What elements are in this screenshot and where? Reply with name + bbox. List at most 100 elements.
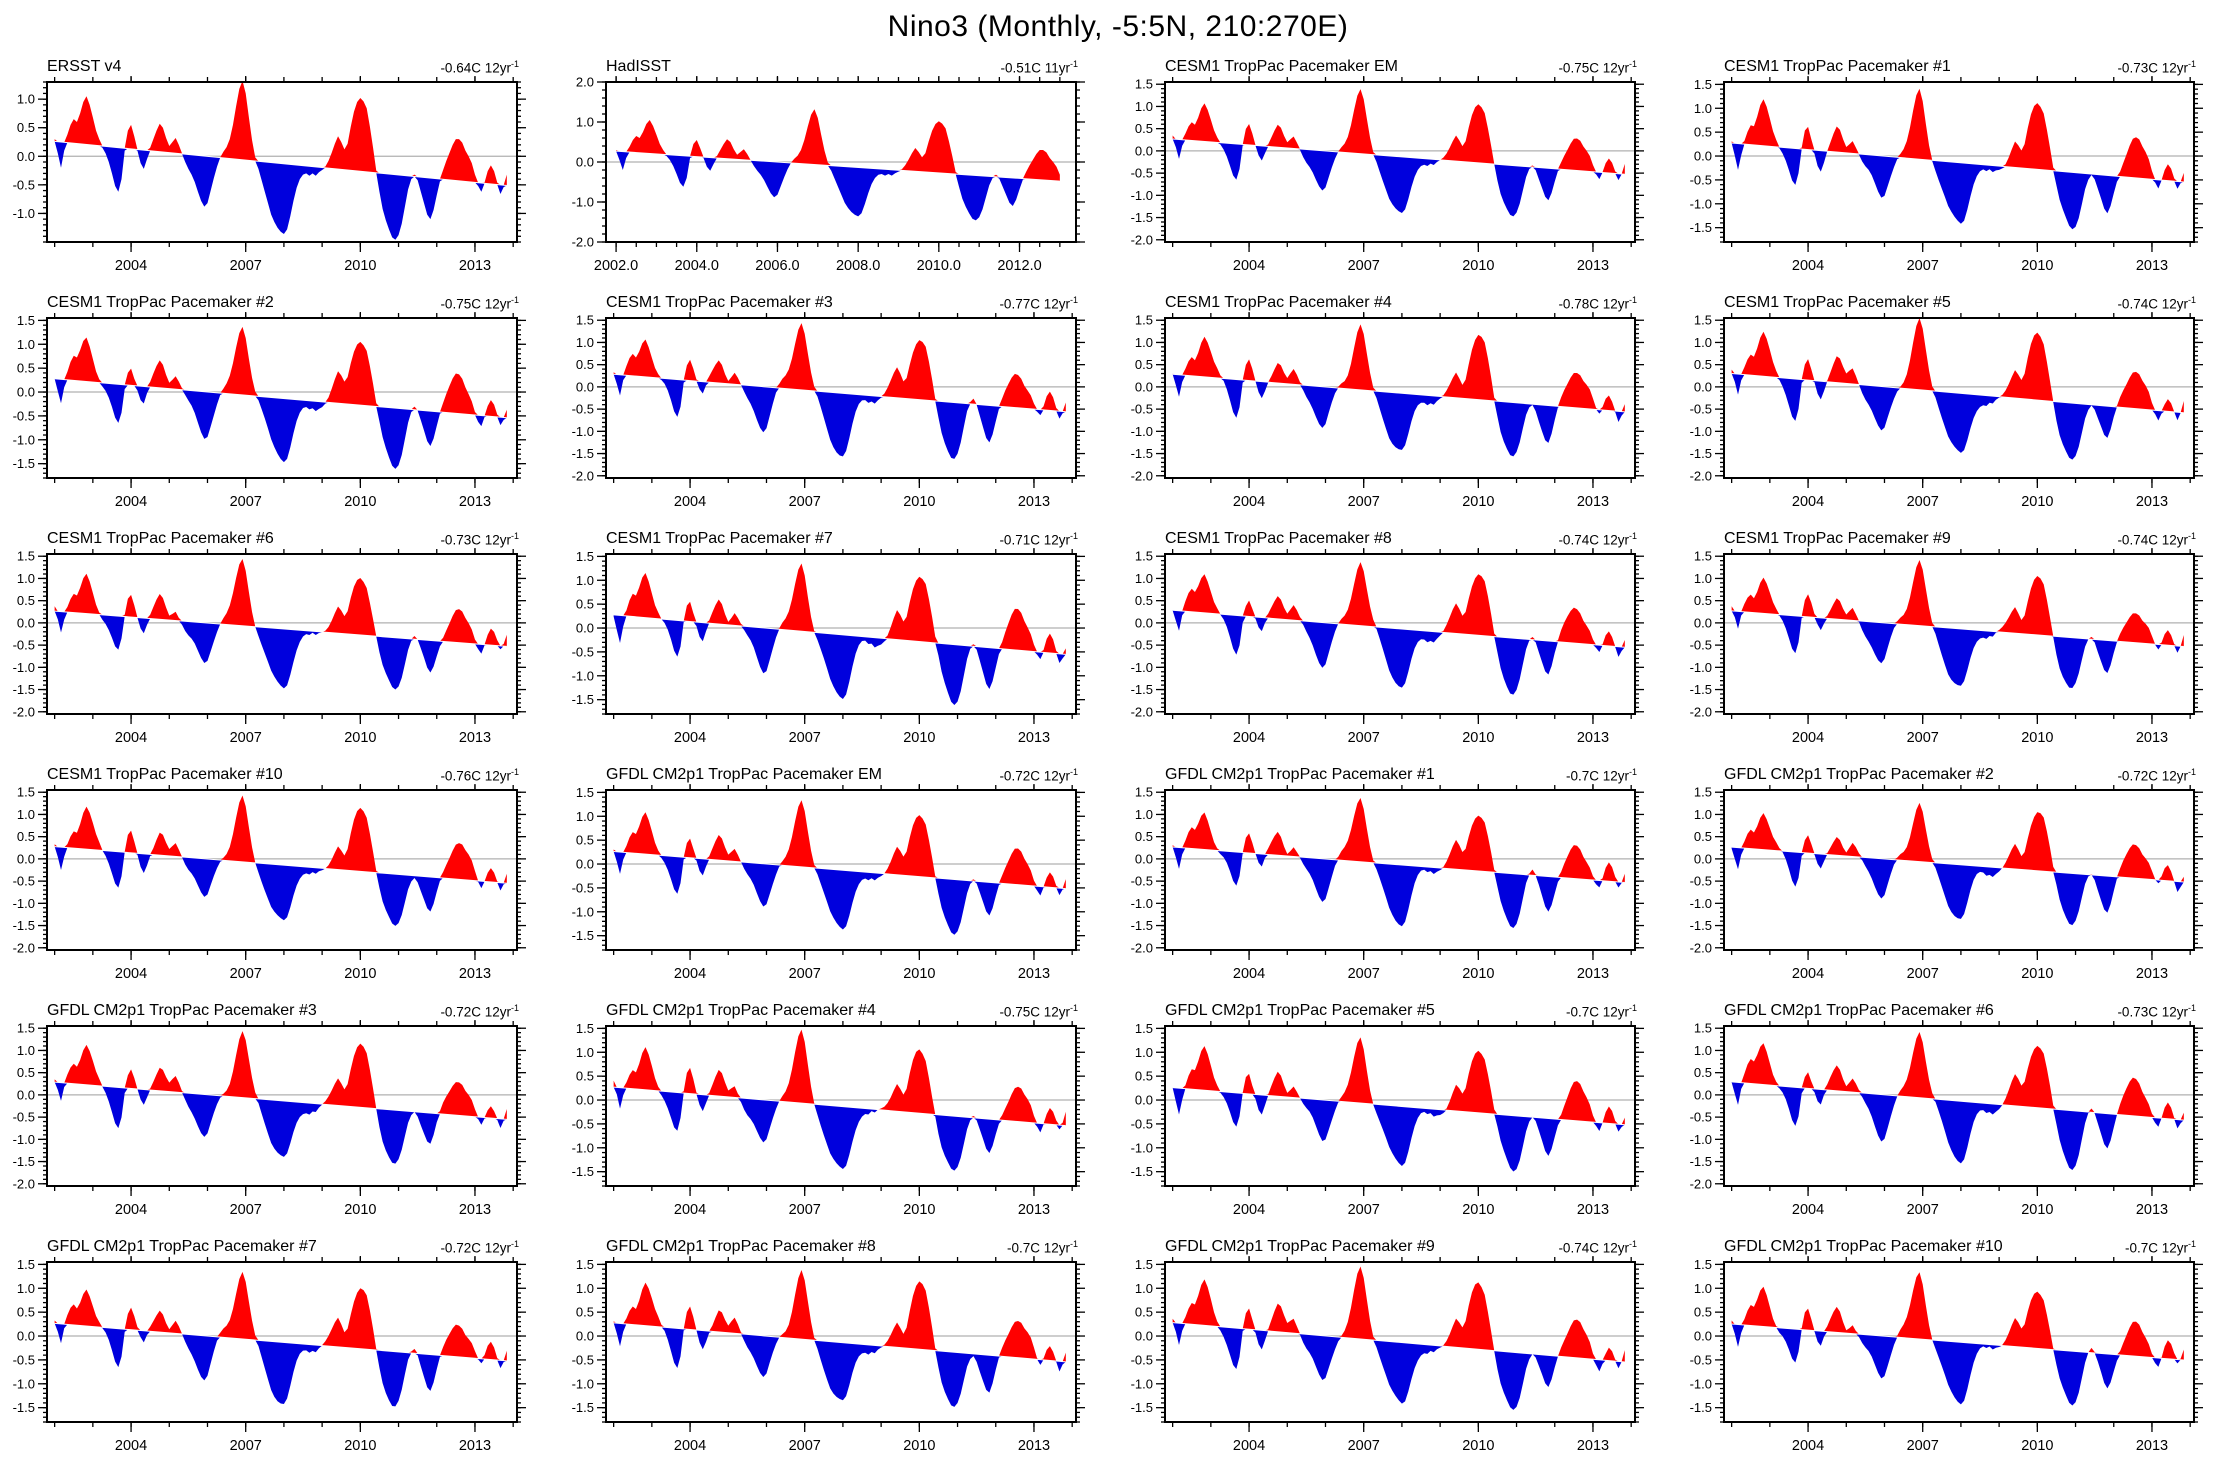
- y-tick-label: 1.5: [576, 1257, 594, 1272]
- panel-trend-label: -0.75C 12yr-1: [440, 295, 519, 313]
- y-tick-label: -2.0: [1690, 704, 1712, 719]
- trend-line: [1172, 846, 1625, 883]
- panel-trend-exponent: -1: [2187, 1238, 2196, 1249]
- x-tick-label: 2007: [789, 966, 821, 982]
- x-tick-label: 2013: [2136, 258, 2168, 274]
- y-tick-label: 0.0: [1135, 851, 1153, 866]
- trend-line: [54, 1081, 507, 1120]
- panel-header: GFDL CM2p1 TropPac Pacemaker #8 -0.7C 12…: [559, 1232, 1118, 1256]
- panel-plot: 1.5 1.0 0.5 0.0 -0.5 -1.0 -1.5 2004 2007 2010 2013: [13, 1256, 526, 1454]
- y-tick-label: 0.5: [576, 597, 594, 612]
- x-tick-label: 2010: [903, 1202, 935, 1218]
- y-tick-label: 1.0: [17, 571, 35, 586]
- y-tick-label: 1.5: [1135, 1021, 1153, 1036]
- panel-header: CESM1 TropPac Pacemaker #4 -0.78C 12yr-1: [1118, 288, 1677, 312]
- x-tick-label: 2004: [1233, 258, 1265, 274]
- y-tick-label: -1.0: [13, 1376, 35, 1391]
- panel-trend-label: -0.72C 12yr-1: [2117, 767, 2196, 785]
- x-tick-label: 2007: [789, 730, 821, 746]
- y-tick-label: 0.0: [576, 1093, 594, 1108]
- panel-trend-value: -0.51C 11yr: [1000, 60, 1070, 75]
- area-negative-anomaly: [1172, 1322, 1625, 1410]
- chart-panel: CESM1 TropPac Pacemaker #1 -0.73C 12yr-1…: [1677, 52, 2236, 288]
- y-tick-label: 1.0: [576, 573, 594, 588]
- area-positive-anomaly: [1172, 798, 1625, 883]
- y-tick-label: 1.0: [1135, 1281, 1153, 1296]
- y-tick-label: 1.0: [576, 1045, 594, 1060]
- trend-line: [1172, 609, 1625, 648]
- area-positive-anomaly: [1731, 1031, 2184, 1121]
- y-tick-label: -1.0: [572, 195, 594, 210]
- area-positive-anomaly: [1172, 89, 1625, 175]
- y-tick-label: 1.0: [17, 1281, 35, 1296]
- y-tick-label: -1.5: [1690, 1154, 1712, 1169]
- x-tick-label: 2013: [459, 730, 491, 746]
- x-tick-label: 2007: [1348, 1438, 1380, 1454]
- x-tick-label: 2010: [344, 730, 376, 746]
- area-positive-anomaly: [1172, 324, 1625, 412]
- panel-trend-exponent: -1: [510, 766, 519, 777]
- area-positive-anomaly: [54, 1031, 507, 1120]
- y-tick-label: -1.5: [572, 692, 594, 707]
- x-tick-label: 2004: [1792, 258, 1824, 274]
- x-tick-label: 2010: [2021, 1438, 2053, 1454]
- plot-frame: [1164, 553, 1636, 715]
- panel-trend-value: -0.72C 12yr: [440, 1004, 511, 1019]
- y-tick-label: -2.0: [1131, 704, 1153, 719]
- panel-header: CESM1 TropPac Pacemaker #2 -0.75C 12yr-1: [0, 288, 559, 312]
- panel-header: GFDL CM2p1 TropPac Pacemaker #7 -0.72C 1…: [0, 1232, 559, 1256]
- y-tick-label: 1.0: [1694, 1281, 1712, 1296]
- y-tick-label: 0.5: [576, 1305, 594, 1320]
- y-tick-label: 1.0: [576, 1281, 594, 1296]
- panel-header: CESM1 TropPac Pacemaker #1 -0.73C 12yr-1: [1677, 52, 2236, 76]
- panel-trend-value: -0.7C 12yr: [2124, 1240, 2188, 1255]
- trend-line: [1731, 142, 2184, 183]
- panel-plot: 1.5 1.0 0.5 0.0 -0.5 -1.0 -1.5 -2.0 2004 2007 2010…: [13, 548, 526, 746]
- panel-plot: 1.0 0.5 0.0 -0.5 -1.0 2004 2007 2010 2013: [13, 76, 526, 274]
- panel-trend-value: -0.64C 12yr: [440, 60, 511, 75]
- y-tick-label: 0.5: [1135, 121, 1153, 136]
- x-tick-label: 2013: [2136, 1438, 2168, 1454]
- panel-trend-exponent: -1: [1628, 294, 1637, 305]
- x-tick-label: 2008.0: [836, 258, 880, 274]
- y-tick-label: 1.5: [1694, 785, 1712, 800]
- panel-trend-label: -0.72C 12yr-1: [440, 1003, 519, 1021]
- panel-header: CESM1 TropPac Pacemaker #9 -0.74C 12yr-1: [1677, 524, 2236, 548]
- y-tick-label: 0.0: [1135, 1329, 1153, 1344]
- panel-trend-exponent: -1: [2187, 530, 2196, 541]
- y-tick-label: 0.5: [1135, 593, 1153, 608]
- y-tick-label: -1.5: [1131, 682, 1153, 697]
- panel-trend-label: -0.74C 12yr-1: [2117, 530, 2196, 549]
- y-tick-label: -1.0: [13, 1132, 35, 1147]
- area-positive-anomaly: [1172, 1266, 1625, 1363]
- y-tick-label: -0.5: [13, 1352, 35, 1367]
- x-tick-label: 2013: [2136, 966, 2168, 982]
- panel-trend-value: -0.74C 12yr: [1558, 1240, 1629, 1255]
- panel-header: GFDL CM2p1 TropPac Pacemaker #1 -0.7C 12…: [1118, 760, 1677, 784]
- y-tick-label: -0.5: [1131, 402, 1153, 417]
- chart-panel: CESM1 TropPac Pacemaker #6 -0.73C 12yr-1…: [0, 524, 559, 760]
- area-positive-anomaly: [54, 559, 507, 647]
- y-tick-label: 1.5: [1135, 313, 1153, 328]
- y-tick-label: 1.5: [17, 785, 35, 800]
- y-tick-label: -1.5: [1131, 1164, 1153, 1179]
- chart-panel: GFDL CM2p1 TropPac Pacemaker #7 -0.72C 1…: [0, 1232, 559, 1468]
- panel-trend-exponent: -1: [1069, 1238, 1078, 1249]
- x-tick-label: 2013: [1577, 1202, 1609, 1218]
- y-tick-label: 1.5: [1135, 785, 1153, 800]
- panel-trend-value: -0.7C 12yr: [1006, 1240, 1070, 1255]
- area-positive-anomaly: [616, 109, 1060, 182]
- y-tick-label: 1.5: [576, 549, 594, 564]
- y-tick-label: -1.0: [13, 896, 35, 911]
- panel-header: GFDL CM2p1 TropPac Pacemaker #3 -0.72C 1…: [0, 996, 559, 1020]
- y-tick-label: 0.5: [1135, 1069, 1153, 1084]
- panel-trend-exponent: -1: [1628, 530, 1637, 541]
- panel-header: GFDL CM2p1 TropPac Pacemaker #9 -0.74C 1…: [1118, 1232, 1677, 1256]
- y-tick-label: -0.5: [1690, 874, 1712, 889]
- panel-header: HadISST -0.51C 11yr-1: [559, 52, 1118, 76]
- panel-trend-value: -0.75C 12yr: [1558, 60, 1629, 75]
- x-tick-label: 2010: [903, 494, 935, 510]
- y-tick-label: -1.0: [1690, 1376, 1712, 1391]
